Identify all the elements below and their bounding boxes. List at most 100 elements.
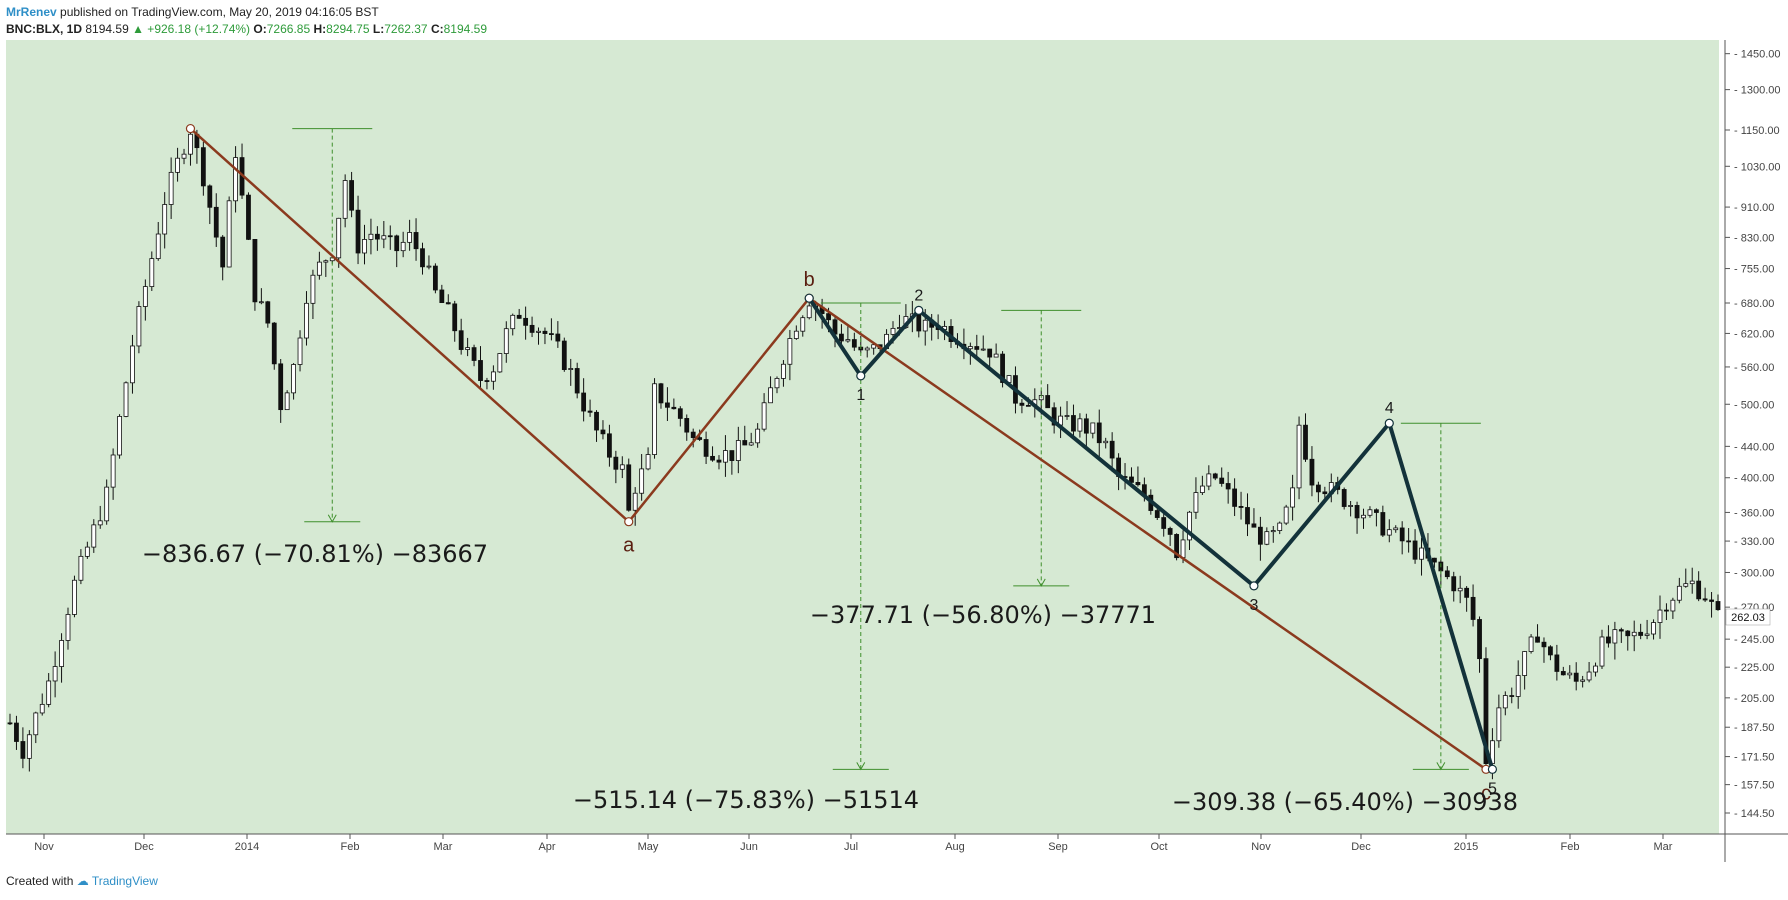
candle-body: [755, 428, 761, 444]
candle-body: [407, 232, 413, 243]
author-link[interactable]: MrRenev: [6, 5, 57, 19]
corrective-wave-line: [189, 127, 1487, 771]
candle-body: [1683, 583, 1689, 587]
price-axis[interactable]: - 1450.00 - 1300.00 - 1150.00 - 1030.00 - 91…: [1725, 49, 1780, 820]
tradingview-logo-icon: ☁: [76, 874, 89, 888]
plot-background: [6, 40, 1719, 834]
candle-body: [220, 236, 226, 268]
chart-header: MrRenev published on TradingView.com, Ma…: [6, 4, 487, 38]
candle-body: [503, 328, 509, 354]
price-tick-label: - 910.00: [1734, 202, 1774, 214]
wave-layer: [185, 123, 1498, 774]
candle-body: [439, 289, 445, 304]
candle-body: [117, 416, 122, 456]
candle-body: [291, 364, 296, 394]
candle-body: [65, 614, 71, 641]
candle-body: [374, 233, 380, 240]
candle-body: [233, 157, 238, 202]
candle-body: [1154, 510, 1160, 518]
candle-body: [1257, 526, 1263, 545]
candle-body: [1025, 404, 1031, 407]
candle-body: [1296, 424, 1302, 489]
candle-body: [1631, 631, 1637, 637]
candle-body: [1251, 523, 1257, 528]
candle-body: [839, 333, 844, 342]
candle-body: [188, 133, 193, 155]
candle-body: [1354, 505, 1360, 519]
time-tick-label: Mar: [434, 841, 453, 853]
candle-body: [1412, 540, 1418, 560]
price-tick-label: - 187.50: [1734, 722, 1774, 734]
candle-body: [297, 337, 303, 365]
candle-body: [1399, 527, 1405, 542]
candle-body: [542, 330, 548, 334]
candle-body: [284, 392, 290, 411]
price-tick-label: - 144.50: [1734, 808, 1774, 820]
measure-arrow: [327, 514, 337, 523]
candle-body: [632, 492, 638, 511]
candle-body: [484, 380, 490, 382]
symbol-label[interactable]: BNC:BLX, 1D: [6, 22, 83, 36]
candle-body: [432, 265, 438, 291]
publish-line: MrRenev published on TradingView.com, Ma…: [6, 4, 487, 21]
candle-body: [387, 235, 393, 238]
candle-body: [574, 368, 580, 394]
candle-body: [800, 317, 806, 332]
candle-body: [452, 303, 458, 332]
candle-body: [458, 330, 464, 350]
candle-body: [974, 346, 980, 350]
candle-body: [1380, 512, 1386, 536]
candle-body: [1045, 395, 1051, 409]
measure-label: −836.67 (−70.81%) −83667: [142, 540, 488, 568]
candle-body: [226, 200, 232, 268]
candle-body: [265, 301, 271, 324]
wave-label-4: 4: [1385, 400, 1394, 417]
candle-body: [142, 286, 148, 307]
candle-body: [980, 348, 986, 351]
candle-body: [149, 258, 155, 287]
last-price: 8194.59: [85, 22, 129, 36]
candle-body: [1715, 601, 1721, 611]
candle-body: [362, 239, 367, 254]
candle-body: [781, 363, 786, 379]
candle-body: [1096, 422, 1102, 444]
close-value: 8194.59: [443, 22, 488, 36]
candle-body: [1664, 609, 1669, 612]
candle-body: [336, 217, 342, 259]
candle-body: [1618, 629, 1624, 632]
candle-body: [400, 241, 406, 252]
candle-body: [1193, 492, 1199, 513]
candle-body: [381, 235, 387, 240]
candle-body: [130, 345, 135, 384]
candle-body: [1651, 622, 1656, 635]
candle-body: [465, 347, 471, 350]
publish-info: published on TradingView.com, May 20, 20…: [60, 5, 379, 19]
candle-body: [1083, 418, 1089, 434]
candle-body: [555, 333, 561, 342]
candle-body: [1483, 658, 1489, 765]
candle-body: [97, 520, 103, 526]
open-label: O:: [253, 22, 267, 36]
low-value: 7262.37: [384, 22, 428, 36]
corrective-wave-line-pivot: [624, 517, 634, 527]
candle-body: [529, 324, 535, 333]
candle-body: [1535, 636, 1540, 643]
candle-body: [993, 353, 999, 358]
candle-body: [684, 418, 690, 433]
time-axis[interactable]: Nov Dec 2014 Feb Mar Apr May Jun Jul Aug Sep Oct Nov…: [34, 834, 1673, 853]
candle-body: [723, 450, 728, 463]
candle-body: [1702, 598, 1708, 601]
price-change: ▲ +926.18 (+12.74%): [132, 22, 251, 36]
candle-body: [1322, 491, 1328, 495]
candle-body: [1406, 540, 1412, 543]
candle-body: [175, 157, 180, 173]
current-price-label: 262.03: [1731, 612, 1765, 624]
candle-body: [890, 327, 896, 335]
tradingview-link[interactable]: TradingView: [91, 874, 158, 888]
candle-body: [1129, 476, 1134, 483]
candle-body: [1277, 522, 1283, 531]
measure-arrow: [1036, 578, 1046, 587]
price-tick-label: - 360.00: [1734, 507, 1774, 519]
candle-body: [774, 378, 780, 389]
candle-body: [1290, 487, 1296, 508]
